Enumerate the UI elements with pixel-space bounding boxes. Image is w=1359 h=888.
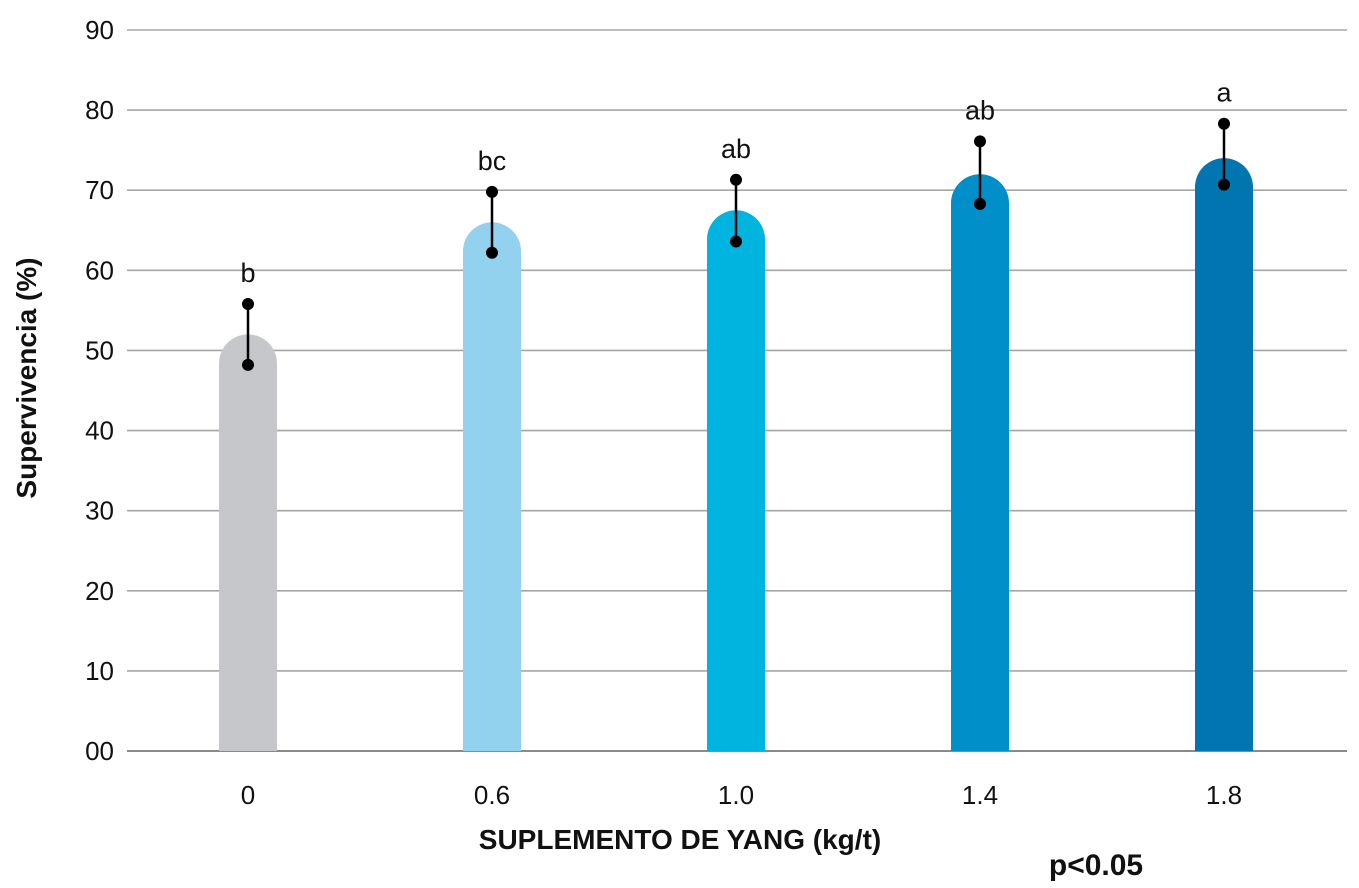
error-bar-lower-cap: [1218, 178, 1230, 191]
error-bar-lower-cap: [730, 235, 742, 248]
significance-letter: a: [1216, 78, 1232, 108]
significance-letter: b: [240, 258, 255, 288]
error-bar-upper-cap: [1218, 117, 1230, 130]
error-bar-lower-cap: [486, 246, 498, 259]
y-tick-label: 50: [85, 335, 114, 365]
y-tick-label: 70: [85, 175, 114, 205]
x-tick-label: 0.6: [474, 780, 510, 810]
bar: [951, 174, 1009, 751]
bar: [463, 222, 521, 751]
error-bar-upper-cap: [974, 135, 986, 148]
significance-letter: ab: [965, 95, 995, 125]
bars: [219, 158, 1253, 751]
x-tick-label: 1.0: [718, 780, 754, 810]
y-tick-label: 40: [85, 416, 114, 446]
x-tick-label: 0: [241, 780, 255, 810]
error-bar-upper-cap: [242, 297, 254, 310]
significance-letter: bc: [478, 146, 507, 176]
y-tick-label: 20: [85, 576, 114, 606]
y-tick-label: 60: [85, 255, 114, 285]
error-bar-upper-cap: [730, 173, 742, 186]
significance-note: p<0.05: [1049, 849, 1143, 882]
y-tick-label: 90: [85, 15, 114, 45]
y-tick-label: 00: [85, 736, 114, 766]
bar: [219, 334, 277, 751]
error-bar-upper-cap: [486, 185, 498, 198]
bar: [1195, 158, 1253, 751]
error-bar-lower-cap: [242, 358, 254, 371]
bar: [707, 210, 765, 751]
error-bar-lower-cap: [974, 197, 986, 210]
chart-labels: 00 10 20 30 40 50 60 70 80 90 b 0 bc 0.6 ab 1.0 ab 1.4 a 1.…: [85, 15, 1242, 810]
significance-letter: ab: [721, 134, 751, 164]
x-axis-title: SUPLEMENTO DE YANG (kg/t): [479, 824, 881, 855]
error-bars: [242, 117, 1230, 371]
y-tick-label: 30: [85, 496, 114, 526]
y-tick-label: 10: [85, 656, 114, 686]
y-tick-label: 80: [85, 95, 114, 125]
y-axis-title: Supervivencia (%): [11, 257, 42, 498]
x-tick-label: 1.4: [962, 780, 998, 810]
x-tick-label: 1.8: [1206, 780, 1242, 810]
